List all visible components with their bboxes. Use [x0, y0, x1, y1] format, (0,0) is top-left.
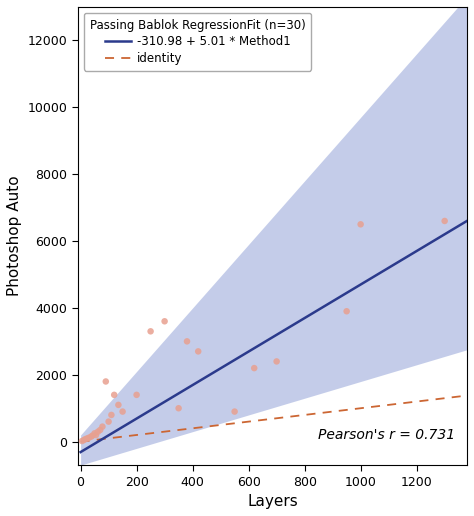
- Point: [96, 426, 104, 434]
- X-axis label: Layers: Layers: [247, 494, 298, 509]
- Point: [78, 437, 86, 445]
- Point: [183, 337, 191, 346]
- Point: [147, 327, 155, 335]
- Point: [119, 408, 127, 416]
- Point: [161, 317, 168, 326]
- Point: [87, 432, 95, 441]
- Point: [89, 431, 96, 440]
- Point: [94, 428, 102, 436]
- Point: [250, 364, 258, 372]
- Point: [273, 357, 281, 365]
- Point: [80, 436, 88, 444]
- Point: [115, 401, 122, 409]
- Point: [85, 433, 93, 442]
- Point: [91, 429, 99, 438]
- Point: [108, 411, 115, 419]
- Point: [105, 417, 112, 426]
- Point: [441, 217, 448, 225]
- Point: [357, 220, 365, 229]
- Point: [194, 347, 202, 356]
- Point: [84, 434, 91, 442]
- Point: [343, 307, 350, 315]
- Text: Pearson's r = 0.731: Pearson's r = 0.731: [318, 428, 456, 442]
- Point: [231, 408, 238, 416]
- Point: [99, 423, 106, 431]
- Point: [175, 404, 182, 412]
- Point: [92, 431, 100, 439]
- Point: [102, 377, 109, 385]
- Point: [82, 435, 90, 443]
- Point: [110, 391, 118, 399]
- Point: [133, 391, 140, 399]
- Legend: -310.98 + 5.01 * Method1, identity: -310.98 + 5.01 * Method1, identity: [84, 13, 311, 71]
- Y-axis label: Photoshop Auto: Photoshop Auto: [7, 176, 22, 296]
